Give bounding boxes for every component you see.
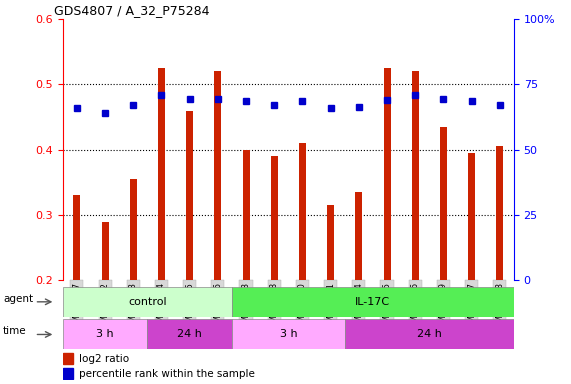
Bar (345, 319, 514, 349)
Bar (63, 368, 73, 379)
Bar (214, 71, 222, 280)
Bar (147, 319, 232, 349)
Bar (355, 192, 363, 280)
Bar (299, 143, 306, 280)
Bar (243, 150, 250, 280)
Bar (102, 222, 108, 280)
Text: agent: agent (3, 294, 33, 304)
Text: log2 ratio: log2 ratio (79, 354, 128, 364)
Bar (232, 319, 345, 349)
Bar (63, 353, 73, 364)
Text: 3 h: 3 h (280, 329, 297, 339)
Text: control: control (128, 297, 167, 307)
Bar (63, 287, 232, 317)
Bar (440, 127, 447, 280)
Bar (158, 68, 165, 280)
Bar (496, 147, 503, 280)
Bar (468, 153, 475, 280)
Bar (186, 111, 193, 280)
Bar (327, 205, 334, 280)
Text: 3 h: 3 h (96, 329, 114, 339)
Text: IL-17C: IL-17C (355, 297, 391, 307)
Bar (384, 68, 391, 280)
Text: 24 h: 24 h (417, 329, 442, 339)
Bar (271, 156, 278, 280)
Bar (74, 195, 81, 280)
Text: 24 h: 24 h (177, 329, 202, 339)
Text: GDS4807 / A_32_P75284: GDS4807 / A_32_P75284 (54, 3, 210, 17)
Bar (412, 71, 419, 280)
Bar (130, 179, 137, 280)
Bar (232, 287, 514, 317)
Text: time: time (3, 326, 27, 336)
Text: percentile rank within the sample: percentile rank within the sample (79, 369, 255, 379)
Bar (63, 319, 147, 349)
